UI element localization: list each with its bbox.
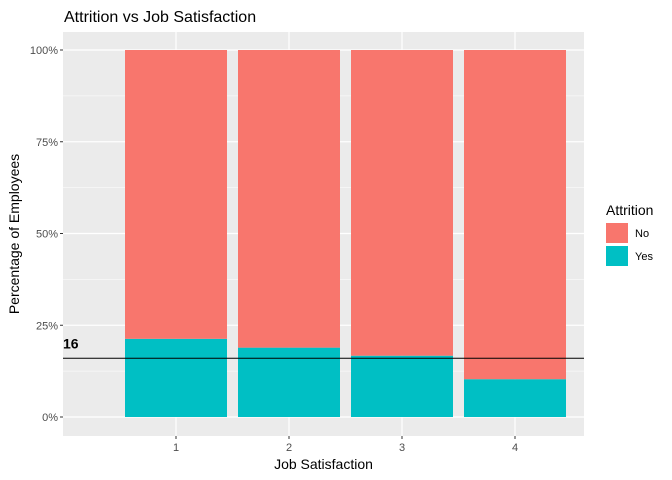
legend: Attrition No Yes: [606, 202, 653, 266]
bar-no-3: [351, 50, 453, 356]
x-axis: 1 2 3 4: [173, 436, 518, 454]
bar-no-2: [238, 50, 340, 348]
legend-key-yes: [606, 246, 628, 266]
bar-yes-4: [464, 379, 566, 417]
x-tick-label: 4: [512, 442, 518, 454]
bars: [125, 50, 566, 417]
y-tick-label: 0%: [42, 412, 58, 424]
x-tick-label: 2: [286, 442, 292, 454]
legend-label-yes: Yes: [635, 251, 653, 263]
y-axis-title: Percentage of Employees: [6, 154, 22, 314]
y-tick-label: 100%: [30, 45, 58, 57]
y-tick-label: 75%: [36, 137, 58, 149]
chart-title: Attrition vs Job Satisfaction: [64, 9, 256, 26]
legend-label-no: No: [635, 228, 649, 240]
y-tick-label: 50%: [36, 229, 58, 241]
x-tick-label: 3: [399, 442, 405, 454]
y-tick-label: 25%: [36, 320, 58, 332]
x-axis-title: Job Satisfaction: [274, 456, 373, 472]
bar-yes-1: [125, 338, 227, 417]
y-axis: 0% 25% 50% 75% 100%: [30, 45, 63, 424]
bar-yes-2: [238, 347, 340, 417]
reference-line-group: 16: [63, 335, 584, 359]
bar-no-4: [464, 50, 566, 380]
bar-yes-3: [351, 355, 453, 417]
bar-no-1: [125, 50, 227, 339]
reference-line-label: 16: [63, 335, 79, 351]
legend-title: Attrition: [606, 202, 653, 218]
x-tick-label: 1: [173, 442, 179, 454]
legend-key-no: [606, 223, 628, 243]
